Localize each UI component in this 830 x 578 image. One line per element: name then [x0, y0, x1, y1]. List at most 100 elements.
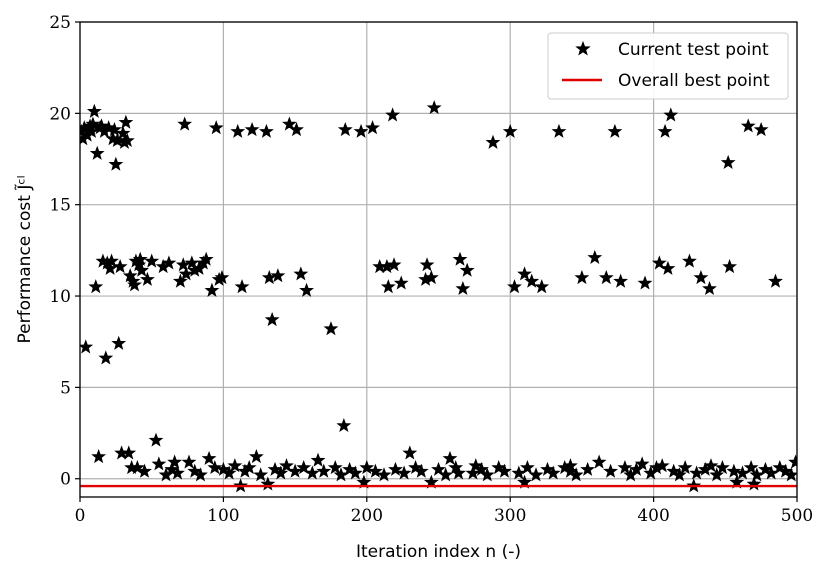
- data-point-star: [657, 123, 673, 138]
- data-point-star: [127, 277, 142, 292]
- data-point-star: [385, 107, 401, 122]
- data-point-star: [613, 273, 629, 288]
- data-point-star: [359, 459, 375, 475]
- data-point-star: [161, 255, 177, 270]
- data-point-star: [423, 269, 439, 285]
- data-point-star: [511, 465, 527, 480]
- data-point-star: [323, 321, 339, 336]
- data-point-star: [452, 251, 468, 266]
- data-point-star: [788, 454, 797, 469]
- data-point-star: [783, 467, 797, 482]
- data-point-star: [86, 103, 102, 118]
- data-point-star: [296, 459, 312, 475]
- data-point-star: [617, 459, 633, 475]
- data-point-star: [118, 114, 134, 129]
- data-point-star: [368, 463, 383, 478]
- y-tick-label: 0: [60, 470, 71, 490]
- y-tick-label: 15: [49, 196, 71, 216]
- data-point-star: [184, 255, 200, 270]
- data-point-star: [451, 465, 466, 480]
- data-point-star: [720, 154, 736, 169]
- data-point-star: [164, 461, 180, 476]
- legend-entry-overall-best-point: Overall best point: [618, 71, 770, 91]
- data-point-star: [438, 467, 454, 482]
- data-point-star: [293, 266, 309, 281]
- y-tick-label: 10: [49, 287, 71, 307]
- data-point-star: [98, 350, 114, 365]
- data-point-star: [177, 116, 193, 131]
- data-point-star: [175, 257, 191, 272]
- data-point-star: [115, 125, 131, 140]
- data-point-star: [279, 458, 294, 473]
- data-point-star: [172, 273, 188, 288]
- data-point-star: [574, 269, 590, 285]
- x-tick-label: 400: [637, 506, 669, 526]
- data-point-star: [342, 461, 357, 476]
- data-point-star: [253, 467, 269, 482]
- data-point-star: [327, 459, 343, 475]
- plot-area-frame: [79, 21, 798, 498]
- data-point-star: [753, 122, 769, 137]
- data-point-star: [603, 463, 618, 478]
- data-point-star: [281, 116, 297, 131]
- data-point-star: [672, 467, 687, 482]
- data-point-star: [520, 459, 535, 475]
- data-point-star: [715, 459, 730, 475]
- data-point-star: [244, 122, 260, 137]
- x-axis-label: Iteration index n (-): [356, 542, 521, 562]
- data-point-star: [230, 123, 246, 138]
- data-point-star: [778, 463, 793, 478]
- data-point-star: [551, 123, 567, 138]
- data-point-star: [214, 269, 230, 285]
- data-point-star: [221, 465, 237, 480]
- data-point-star: [91, 449, 107, 464]
- legend-entry-current-test-point: Current test point: [618, 40, 769, 60]
- data-point-star: [167, 454, 183, 469]
- data-point-star: [485, 134, 501, 149]
- x-axis-ticks: 0 100 200 300 400 500: [75, 497, 813, 526]
- data-point-star: [241, 459, 257, 475]
- data-point-star: [442, 450, 458, 465]
- data-point-star: [663, 107, 679, 122]
- x-tick-label: 200: [351, 506, 383, 526]
- data-point-star: [396, 465, 412, 480]
- y-tick-label: 20: [49, 104, 71, 124]
- data-point-star: [304, 465, 320, 480]
- data-point-star: [208, 120, 224, 135]
- data-point-star: [80, 339, 94, 354]
- data-point-star: [634, 456, 650, 471]
- data-point-star: [502, 123, 518, 138]
- data-point-star: [666, 463, 682, 478]
- data-point-star: [419, 257, 435, 272]
- data-point-star: [637, 275, 653, 290]
- data-point-star: [528, 467, 544, 482]
- data-point-star: [431, 461, 446, 476]
- data-point-star: [402, 445, 418, 460]
- data-point-star: [234, 279, 250, 294]
- data-point-star: [299, 282, 314, 297]
- data-point-star: [144, 253, 160, 268]
- data-point-star: [261, 269, 277, 285]
- data-point-star: [337, 122, 353, 137]
- data-point-star: [743, 459, 759, 475]
- data-point-star: [132, 251, 148, 266]
- legend: Current test point Overall best point: [547, 32, 789, 100]
- data-point-star: [497, 463, 512, 478]
- x-tick-label: 300: [494, 506, 526, 526]
- data-point-star: [289, 122, 304, 137]
- data-point-star: [336, 417, 352, 433]
- data-point-star: [459, 262, 475, 277]
- data-point-star: [534, 279, 550, 294]
- data-point-star: [408, 459, 423, 475]
- data-point-star: [702, 280, 717, 296]
- data-point-star: [693, 269, 709, 285]
- y-axis-ticks: 0 5 10 15 20 25: [49, 13, 80, 490]
- data-point-star: [151, 456, 167, 471]
- data-point-star: [112, 259, 128, 274]
- legend-box: [547, 32, 789, 100]
- data-point-star: [563, 458, 578, 473]
- data-point-star: [772, 459, 788, 475]
- data-point-star: [102, 260, 118, 275]
- data-point-star: [689, 465, 705, 480]
